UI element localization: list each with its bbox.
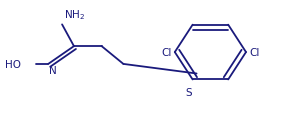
Text: NH$_2$: NH$_2$	[64, 9, 85, 22]
Text: HO: HO	[5, 59, 21, 69]
Text: Cl: Cl	[161, 48, 172, 58]
Text: N: N	[49, 65, 57, 75]
Text: Cl: Cl	[249, 48, 259, 58]
Text: S: S	[185, 88, 192, 97]
